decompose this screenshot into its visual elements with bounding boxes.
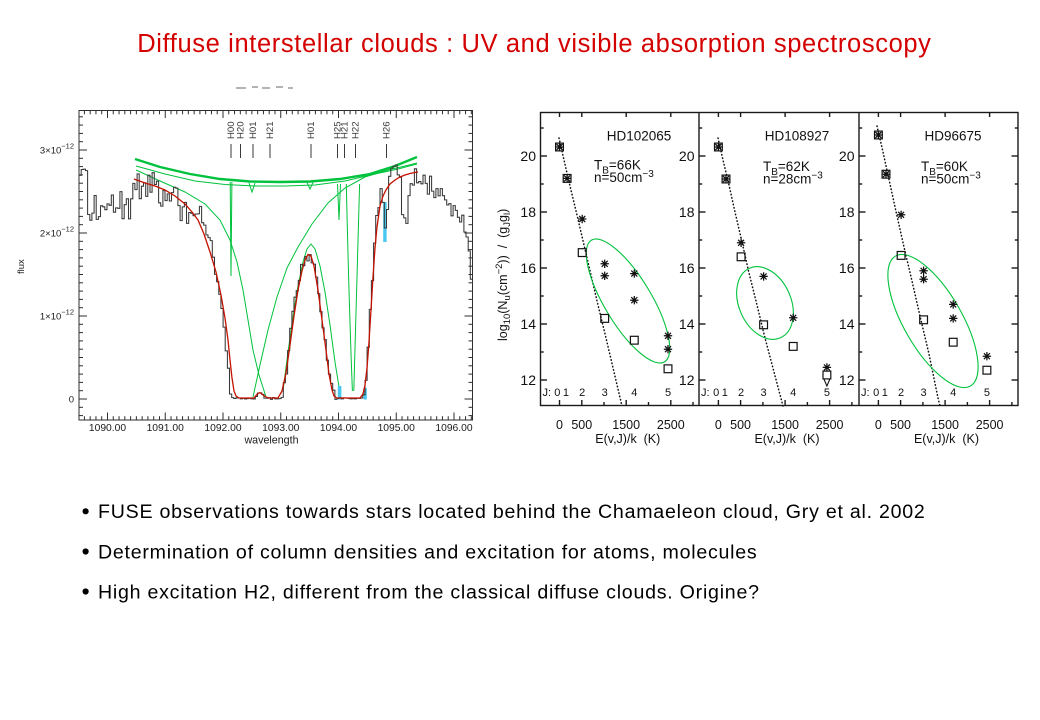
svg-text:20: 20 [520, 148, 536, 164]
svg-text:HD96675: HD96675 [924, 129, 981, 144]
svg-text:1095.00: 1095.00 [378, 423, 415, 434]
svg-text:E(v,J)/k (K): E(v,J)/k (K) [754, 432, 819, 446]
svg-text:1096.00: 1096.00 [435, 423, 472, 434]
svg-text:log10(Nu(cm−2)) / (gJgl): log10(Nu(cm−2)) / (gJgl) [494, 209, 513, 341]
svg-text:16: 16 [839, 260, 855, 276]
svg-text:J:: J: [701, 387, 710, 399]
svg-text:H20: H20 [236, 121, 247, 139]
svg-text:wavelength: wavelength [243, 435, 298, 447]
svg-text:5: 5 [984, 387, 990, 399]
svg-text:H21: H21 [340, 121, 351, 139]
svg-text:1500: 1500 [612, 418, 640, 432]
svg-text:16: 16 [679, 260, 695, 276]
svg-text:2: 2 [579, 387, 585, 399]
svg-text:0: 0 [556, 418, 563, 432]
svg-text:18: 18 [520, 204, 536, 220]
svg-text:0: 0 [715, 418, 722, 432]
svg-text:12: 12 [520, 372, 536, 388]
svg-text:2500: 2500 [657, 418, 685, 432]
svg-text:Determination of column densit: Determination of column densities and ex… [98, 541, 757, 563]
svg-text:500: 500 [571, 418, 592, 432]
svg-text:0: 0 [554, 387, 560, 399]
svg-text:3: 3 [761, 387, 767, 399]
svg-text:12: 12 [839, 372, 855, 388]
svg-text:2500: 2500 [816, 418, 844, 432]
svg-text:18: 18 [679, 204, 695, 220]
svg-text:4: 4 [631, 387, 637, 399]
svg-text:H26: H26 [382, 121, 393, 139]
svg-text:1093.00: 1093.00 [262, 423, 299, 434]
svg-text:1091.00: 1091.00 [147, 423, 184, 434]
svg-text:E(v,J)/k (K): E(v,J)/k (K) [914, 432, 979, 446]
svg-text:1094.00: 1094.00 [320, 423, 357, 434]
svg-text:High excitation H2, different: High excitation H2, different from the c… [98, 582, 760, 604]
svg-text:5: 5 [665, 387, 671, 399]
svg-text:4: 4 [790, 387, 796, 399]
svg-text:H01: H01 [306, 121, 317, 139]
svg-text:1: 1 [722, 387, 728, 399]
svg-text:14: 14 [839, 316, 855, 332]
svg-text:flux: flux [16, 259, 27, 274]
svg-text:0: 0 [713, 387, 719, 399]
svg-text:H22: H22 [351, 121, 362, 139]
svg-text:E(v,J)/k (K): E(v,J)/k (K) [595, 432, 660, 446]
svg-text:2: 2 [738, 387, 744, 399]
svg-text:12: 12 [679, 372, 695, 388]
svg-text:Diffuse interstellar clouds :: Diffuse interstellar clouds : UV and vis… [137, 30, 931, 58]
svg-text:0: 0 [875, 418, 882, 432]
svg-text:n=50cm−3: n=50cm−3 [594, 169, 654, 185]
svg-text:16: 16 [520, 260, 536, 276]
svg-text:14: 14 [520, 316, 536, 332]
svg-text:1500: 1500 [771, 418, 799, 432]
svg-text:J:: J: [861, 387, 870, 399]
svg-text:J:: J: [543, 387, 552, 399]
svg-text:H25: H25 [333, 121, 344, 139]
svg-text:FUSE observations towards star: FUSE observations towards stars located … [98, 501, 926, 523]
svg-text:500: 500 [890, 418, 911, 432]
svg-text:1500: 1500 [931, 418, 959, 432]
svg-text:0: 0 [69, 395, 74, 406]
svg-text:3: 3 [602, 387, 608, 399]
svg-text:3: 3 [921, 387, 927, 399]
svg-text:0: 0 [873, 387, 879, 399]
svg-text:HD102065: HD102065 [607, 129, 672, 144]
svg-text:2500: 2500 [976, 418, 1004, 432]
svg-text:n=28cm−3: n=28cm−3 [763, 171, 823, 187]
svg-text:HD108927: HD108927 [765, 129, 830, 144]
svg-text:20: 20 [679, 148, 695, 164]
svg-text:18: 18 [839, 204, 855, 220]
svg-text:20: 20 [839, 148, 855, 164]
svg-text:n=50cm−3: n=50cm−3 [921, 171, 981, 187]
svg-text:1092.00: 1092.00 [204, 423, 241, 434]
svg-text:4: 4 [950, 387, 956, 399]
svg-text:5: 5 [824, 387, 830, 399]
svg-text:1090.00: 1090.00 [89, 423, 126, 434]
svg-text:500: 500 [730, 418, 751, 432]
svg-text:2: 2 [898, 387, 904, 399]
svg-text:H01: H01 [248, 121, 259, 139]
svg-text:1: 1 [882, 387, 888, 399]
svg-text:1: 1 [563, 387, 569, 399]
svg-text:H21: H21 [265, 121, 276, 139]
svg-text:H00: H00 [226, 121, 237, 139]
svg-text:14: 14 [679, 316, 695, 332]
